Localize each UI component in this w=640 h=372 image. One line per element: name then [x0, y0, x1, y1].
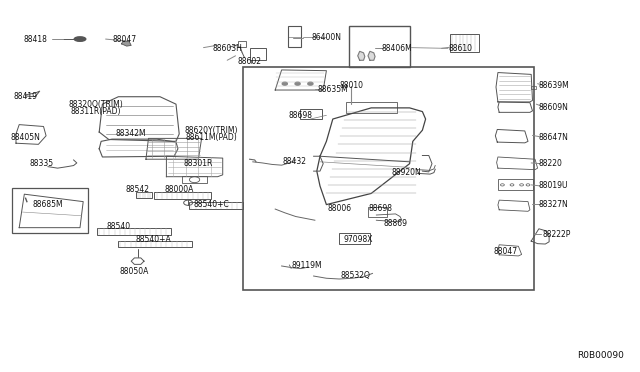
Polygon shape — [368, 51, 375, 60]
Text: 88405N: 88405N — [11, 133, 40, 142]
Bar — [189, 202, 243, 209]
Text: 88406M: 88406M — [381, 44, 412, 53]
Text: 88609N: 88609N — [539, 103, 568, 112]
Text: 88532Q: 88532Q — [340, 271, 370, 280]
Text: 88320Q(TRIM): 88320Q(TRIM) — [68, 100, 124, 109]
Text: 88019U: 88019U — [539, 182, 568, 190]
Bar — [531, 86, 536, 89]
Bar — [12, 188, 88, 232]
Bar — [238, 41, 246, 46]
Text: 89119M: 89119M — [292, 262, 323, 270]
Text: 88000A: 88000A — [164, 185, 194, 194]
Circle shape — [308, 82, 313, 85]
Text: 88635M: 88635M — [317, 85, 348, 94]
Bar — [368, 207, 387, 217]
Text: 88647N: 88647N — [539, 133, 568, 142]
Text: 88047: 88047 — [113, 35, 137, 44]
Text: 88602: 88602 — [237, 57, 262, 66]
Bar — [288, 26, 301, 46]
Text: 88611M(PAD): 88611M(PAD) — [186, 133, 237, 142]
Text: 88311R(PAD): 88311R(PAD) — [71, 107, 121, 116]
Text: 88050A: 88050A — [120, 267, 149, 276]
Text: 86400N: 86400N — [312, 33, 341, 42]
Text: 88540+A: 88540+A — [136, 235, 172, 244]
Bar — [118, 241, 192, 247]
Text: 88639M: 88639M — [538, 81, 569, 90]
Bar — [182, 176, 207, 183]
Bar — [349, 26, 410, 67]
Bar — [300, 109, 322, 119]
Bar — [154, 192, 211, 199]
Text: 88220: 88220 — [538, 159, 563, 168]
Text: 88418: 88418 — [23, 35, 47, 44]
Text: 88685M: 88685M — [33, 200, 63, 209]
Text: 88920N: 88920N — [392, 169, 421, 177]
Bar — [498, 179, 533, 190]
Text: 88698: 88698 — [289, 111, 313, 120]
Text: 88540: 88540 — [106, 222, 131, 231]
Text: 88301R: 88301R — [184, 159, 213, 168]
Circle shape — [295, 82, 300, 85]
Text: 88010: 88010 — [340, 81, 364, 90]
Bar — [243, 67, 534, 290]
Bar — [339, 233, 370, 244]
Text: R0B00090: R0B00090 — [577, 351, 624, 360]
Text: 88006: 88006 — [327, 204, 351, 213]
Text: 88540+C: 88540+C — [193, 200, 229, 209]
Text: 88222P: 88222P — [543, 230, 571, 239]
Bar — [97, 228, 171, 235]
Polygon shape — [122, 41, 131, 46]
Circle shape — [282, 82, 287, 85]
Text: 88342M: 88342M — [116, 129, 147, 138]
Bar — [250, 48, 266, 60]
Ellipse shape — [74, 37, 86, 41]
Text: 97098X: 97098X — [344, 235, 373, 244]
Bar — [346, 102, 397, 113]
Text: 88335: 88335 — [29, 159, 54, 168]
Text: 88610: 88610 — [449, 44, 473, 53]
Polygon shape — [358, 51, 365, 60]
Bar — [450, 34, 479, 52]
Text: 88432: 88432 — [282, 157, 307, 166]
Text: 88603H: 88603H — [212, 44, 242, 53]
Text: 88542: 88542 — [125, 185, 150, 194]
Text: 88047: 88047 — [493, 247, 518, 256]
Text: 88327N: 88327N — [539, 200, 568, 209]
Text: 88698: 88698 — [369, 204, 393, 213]
Text: 88620Y(TRIM): 88620Y(TRIM) — [184, 126, 238, 135]
Bar — [136, 192, 152, 198]
Text: 88869: 88869 — [383, 219, 408, 228]
Text: 88419: 88419 — [13, 92, 38, 101]
